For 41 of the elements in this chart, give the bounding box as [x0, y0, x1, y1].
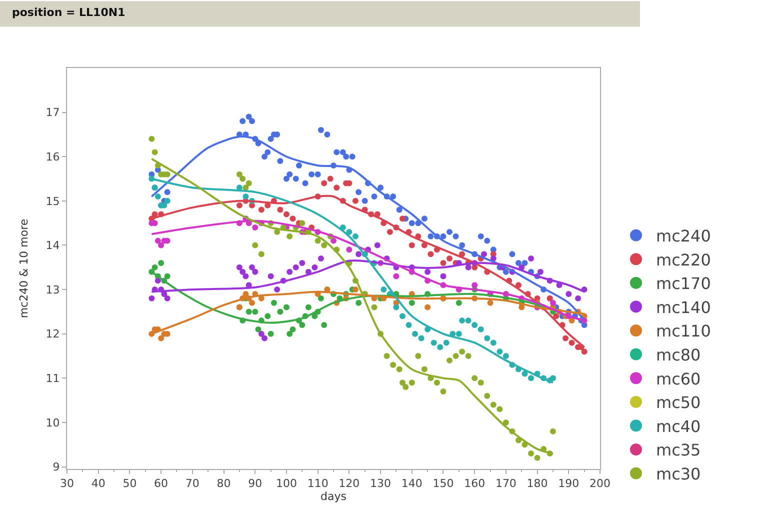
legend-label: mc40	[656, 416, 701, 436]
x-tick-label: 120	[338, 477, 360, 490]
legend-label: mc30	[656, 464, 701, 484]
x-tick-label: 160	[464, 477, 486, 490]
legend-label: mc110	[656, 322, 711, 341]
x-tick-label: 200	[590, 477, 610, 490]
x-tick-label: 80	[216, 477, 231, 490]
legend-label: mc35	[656, 440, 701, 460]
x-tick-label: 40	[91, 477, 106, 490]
y-tick-label: 12	[46, 328, 60, 341]
y-tick-label: 10	[46, 416, 60, 430]
y-tick-label: 17	[46, 106, 60, 120]
x-tick-label: 150	[432, 477, 454, 490]
y-tick-label: 11	[46, 372, 60, 386]
x-tick-label: 180	[526, 477, 548, 490]
x-tick-label: 100	[276, 477, 297, 490]
y-axis-title: mc240 & 10 more	[17, 218, 30, 318]
legend-label: mc50	[656, 393, 701, 412]
x-tick-label: 90	[248, 477, 262, 490]
x-tick-label: 50	[122, 477, 137, 490]
y-tick-label: 14	[46, 239, 60, 252]
x-tick-label: 110	[307, 477, 328, 490]
legend-label: mc60	[656, 369, 701, 388]
legend-label: mc240	[656, 226, 711, 246]
y-tick-label: 13	[46, 283, 60, 296]
x-tick-label: 60	[154, 477, 168, 490]
legend-label: mc80	[656, 346, 701, 365]
x-tick-label: 70	[185, 477, 200, 490]
x-tick-label: 30	[60, 477, 74, 490]
x-axis-title: days	[320, 490, 347, 504]
x-tick-label: 140	[401, 477, 422, 490]
legend-label: mc140	[656, 298, 711, 317]
y-tick-label: 9	[52, 460, 60, 474]
y-tick-label: 15	[46, 194, 60, 208]
legend-label: mc170	[656, 274, 711, 294]
y-tick-label: 16	[46, 150, 60, 164]
x-tick-label: 130	[370, 477, 392, 490]
x-tick-label: 190	[558, 477, 580, 490]
x-tick-label: 170	[495, 477, 516, 490]
chart-title: position = LL10N1	[12, 6, 126, 19]
legend-label: mc220	[656, 250, 711, 270]
